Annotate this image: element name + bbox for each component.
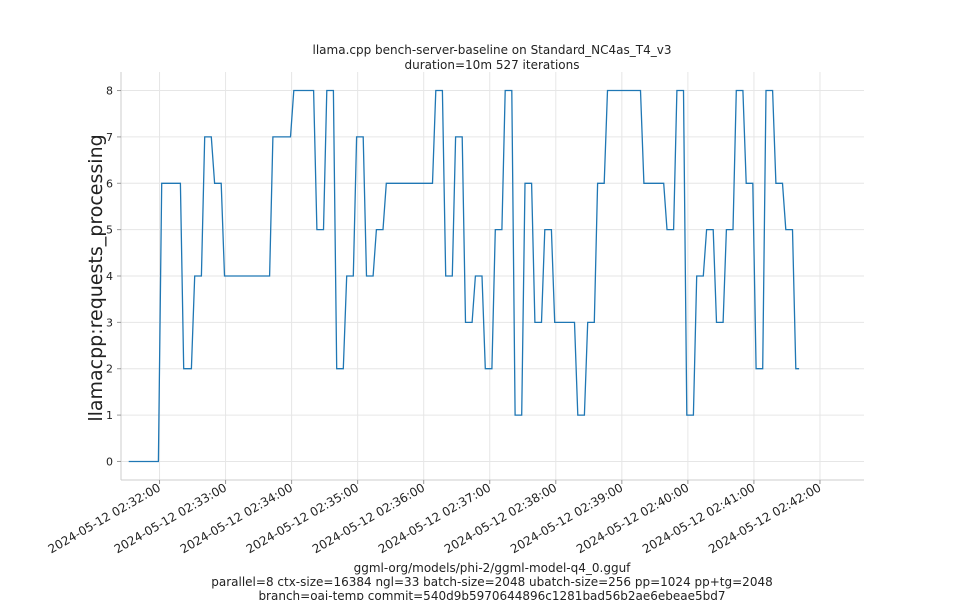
series-line	[128, 89, 800, 463]
y-axis-ticks: 0 1 2 3 4 5 6 7 8	[106, 85, 121, 468]
x-label-params: parallel=8 ctx-size=16384 ngl=33 batch-s…	[211, 575, 772, 589]
y-tick-label: 6	[106, 177, 113, 190]
chart-subtitle: duration=10m 527 iterations	[405, 58, 580, 72]
x-label-branch: branch=oai-temp commit=540d9b5970644896c…	[258, 589, 725, 600]
y-tick-label: 5	[106, 224, 113, 237]
x-label-model: ggml-org/models/phi-2/ggml-model-q4_0.gg…	[354, 561, 632, 575]
y-tick-label: 3	[106, 316, 113, 329]
y-tick-label: 0	[106, 455, 113, 468]
chart-title: llama.cpp bench-server-baseline on Stand…	[313, 43, 672, 57]
y-tick-label: 1	[106, 409, 113, 422]
y-tick-label: 4	[106, 270, 113, 283]
y-tick-label: 2	[106, 363, 113, 376]
y-tick-label: 7	[106, 131, 113, 144]
y-tick-label: 8	[106, 85, 113, 98]
grid-lines	[121, 72, 864, 480]
y-axis-label: llamacpp:requests_processing	[85, 134, 107, 421]
